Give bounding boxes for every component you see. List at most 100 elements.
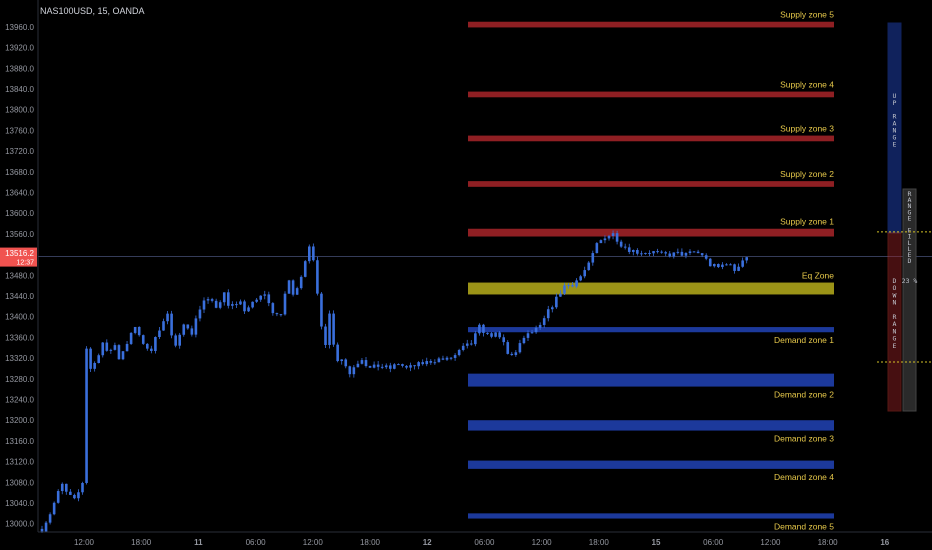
candle-body	[696, 251, 700, 254]
y-tick-label: 13480.0	[5, 271, 34, 280]
x-tick-label: 18:00	[589, 538, 610, 547]
x-tick-label: 18:00	[360, 538, 381, 547]
y-tick-label: 13280.0	[5, 375, 34, 384]
candle-body	[502, 337, 505, 343]
zone-band	[468, 181, 834, 187]
candle-body	[587, 262, 591, 271]
candle-body	[312, 246, 315, 261]
price-tag: 13516.2 12:37	[0, 247, 37, 267]
zone-label: Demand zone 2	[774, 390, 834, 400]
candle-body	[688, 251, 692, 254]
candle-body	[77, 492, 80, 499]
y-tick-label: 13360.0	[5, 333, 34, 342]
vertical-char: A	[893, 120, 897, 128]
candle-body	[676, 251, 680, 253]
candle-body	[522, 337, 526, 344]
candle-body	[344, 359, 348, 367]
candle-body	[607, 235, 611, 239]
x-tick-label: 12	[423, 538, 432, 547]
y-tick-label: 13600.0	[5, 209, 34, 218]
y-tick-label: 13800.0	[5, 106, 34, 115]
x-tick-label: 18:00	[131, 538, 152, 547]
candle-body	[69, 491, 72, 495]
candle-body	[291, 280, 295, 295]
candle-body	[150, 348, 153, 351]
x-axis[interactable]: 12:00 18:00 11 06:00 12:00 18:00 12 06:00 12:00 1…	[38, 531, 932, 547]
candle-body	[700, 253, 704, 256]
price-tag-bg	[0, 247, 37, 267]
vertical-char: G	[893, 133, 897, 141]
candle-body	[178, 334, 181, 346]
candle-body	[389, 365, 392, 369]
candle-body	[571, 284, 574, 287]
candle-body	[425, 361, 429, 365]
y-tick-label: 13160.0	[5, 437, 34, 446]
candle-body	[89, 348, 92, 369]
vertical-char: R	[893, 113, 897, 121]
candle-body	[397, 364, 400, 366]
x-tick-label: 12:00	[532, 538, 553, 547]
candle-body	[231, 304, 234, 306]
candle-body	[287, 280, 291, 294]
zones: Supply zone 5 Supply zone 4 Supply zone 3 S…	[468, 10, 834, 532]
zone-label: Supply zone 1	[780, 217, 834, 227]
y-tick-label: 13920.0	[5, 44, 34, 53]
candle-body	[117, 345, 121, 360]
candle-body	[190, 328, 194, 335]
candle-body	[101, 342, 105, 356]
zone-band	[468, 327, 834, 333]
candle-body	[182, 324, 186, 335]
x-tick-label: 15	[652, 538, 661, 547]
y-tick-label: 13720.0	[5, 147, 34, 156]
candle-body	[656, 251, 659, 253]
y-tick-label: 13040.0	[5, 499, 34, 508]
candle-body	[275, 313, 279, 315]
candles	[40, 230, 748, 534]
vertical-char: I	[908, 233, 912, 241]
vertical-char: G	[908, 208, 912, 216]
y-tick-label: 13000.0	[5, 520, 34, 529]
candle-body	[137, 326, 141, 336]
candle-body	[555, 296, 558, 308]
candle-body	[40, 528, 44, 532]
down-range-bar	[887, 232, 902, 412]
x-tick-label: 06:00	[703, 538, 724, 547]
vertical-char: L	[908, 245, 912, 253]
candle-body	[401, 364, 404, 366]
symbol-title: NAS100USD, 15, OANDA	[40, 6, 145, 16]
up-range-bar	[887, 22, 902, 234]
vertical-char: E	[893, 140, 897, 148]
candle-body	[611, 233, 615, 236]
candle-body	[510, 353, 514, 356]
candle-body	[141, 335, 145, 344]
x-tick-label: 06:00	[246, 538, 267, 547]
candle-body	[299, 276, 303, 289]
candle-body	[713, 263, 716, 267]
candle-body	[364, 360, 368, 367]
candle-body	[559, 293, 562, 297]
y-tick-label: 13080.0	[5, 478, 34, 487]
y-tick-label: 13880.0	[5, 64, 34, 73]
candle-body	[506, 342, 510, 354]
y-tick-label: 13840.0	[5, 85, 34, 94]
candle-body	[648, 252, 651, 254]
candle-body	[81, 482, 84, 493]
candle-body	[583, 270, 586, 277]
range-filled-pct: 23 %	[902, 277, 918, 285]
vertical-char: P	[893, 99, 897, 107]
candle-body	[672, 252, 676, 257]
candle-body	[198, 309, 202, 319]
candle-body	[595, 243, 599, 254]
candle-body	[449, 357, 453, 359]
candle-body	[421, 362, 424, 365]
zone-band	[468, 228, 834, 237]
vertical-char: G	[893, 335, 897, 343]
zone-label: Demand zone 4	[774, 472, 834, 482]
candle-body	[356, 363, 360, 368]
candle-body	[279, 314, 283, 316]
candle-body	[320, 293, 323, 327]
candle-body	[360, 360, 364, 364]
